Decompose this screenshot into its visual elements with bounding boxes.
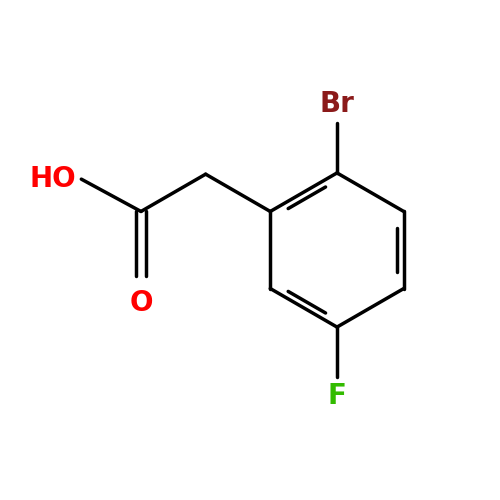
Text: Br: Br [320,90,354,118]
Text: F: F [328,382,346,410]
Text: O: O [129,288,152,316]
Text: HO: HO [30,165,76,193]
